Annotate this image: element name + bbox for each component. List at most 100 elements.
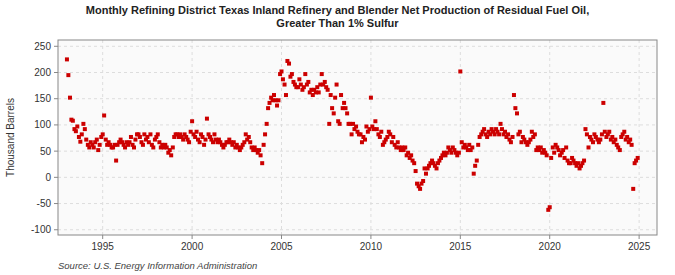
plot-background <box>58 40 657 235</box>
data-point <box>83 127 87 131</box>
data-point <box>403 145 407 149</box>
data-point <box>198 140 202 144</box>
data-point <box>148 132 152 136</box>
tick-y <box>54 46 58 47</box>
data-point <box>262 143 266 147</box>
chart-svg: Monthly Refining District Texas Inland R… <box>0 0 675 275</box>
data-point <box>409 153 413 157</box>
data-point <box>92 145 96 149</box>
tick-label-x: 2000 <box>181 241 204 252</box>
title-line: Monthly Refining District Texas Inland R… <box>86 4 589 16</box>
data-point <box>326 88 330 92</box>
tick-label-x: 2020 <box>539 241 562 252</box>
data-point <box>549 156 553 160</box>
data-point <box>248 140 252 144</box>
data-point <box>204 138 208 142</box>
grid-line-y <box>58 203 657 204</box>
data-point <box>545 153 549 157</box>
data-point <box>391 135 395 139</box>
data-point <box>329 93 333 97</box>
data-point <box>65 57 69 61</box>
grid-line-x <box>192 40 193 235</box>
data-point <box>497 132 501 136</box>
data-point <box>618 148 622 152</box>
grid-line-y <box>58 177 657 178</box>
data-point <box>263 132 267 136</box>
data-point <box>344 106 348 110</box>
data-point <box>81 122 85 126</box>
data-point <box>591 140 595 144</box>
data-point <box>80 132 84 136</box>
data-point <box>375 127 379 131</box>
tick-label-y: 200 <box>34 67 51 78</box>
data-point <box>132 145 136 149</box>
data-point <box>247 135 251 139</box>
tick-x <box>102 235 103 239</box>
chart-title: Monthly Refining District Texas Inland R… <box>86 4 589 29</box>
tick-y <box>54 124 58 125</box>
data-point <box>287 62 291 66</box>
data-point <box>354 124 358 128</box>
data-point <box>101 132 105 136</box>
data-point <box>190 119 194 123</box>
data-point <box>564 145 568 149</box>
data-point <box>412 161 416 165</box>
tick-y <box>54 203 58 204</box>
data-point <box>290 72 294 76</box>
tick-x <box>370 235 371 239</box>
grid-line-x <box>639 40 640 235</box>
data-point <box>628 138 632 142</box>
data-point <box>482 127 486 131</box>
data-point <box>421 179 425 183</box>
data-point <box>84 138 88 142</box>
data-point <box>533 132 537 136</box>
data-point <box>363 138 367 142</box>
data-point <box>583 127 587 131</box>
source-note: Source: U.S. Energy Information Administ… <box>58 260 257 271</box>
data-point <box>475 159 479 163</box>
data-point <box>306 80 310 84</box>
data-point <box>350 132 354 136</box>
data-point <box>345 111 349 115</box>
data-point <box>476 143 480 147</box>
tick-label-y: 100 <box>34 119 51 130</box>
tick-y <box>54 151 58 152</box>
data-point <box>601 101 605 105</box>
data-point <box>613 138 617 142</box>
tick-label-x: 2005 <box>270 241 293 252</box>
data-point <box>338 122 342 126</box>
data-point <box>630 143 634 147</box>
data-point <box>320 72 324 76</box>
data-point <box>317 90 321 94</box>
tick-x <box>192 235 193 239</box>
data-point <box>622 130 626 134</box>
data-point <box>631 187 635 191</box>
data-point <box>78 140 82 144</box>
data-point <box>511 135 515 139</box>
data-point <box>96 148 100 152</box>
data-point <box>71 119 75 123</box>
data-point <box>506 132 510 136</box>
title-line: Greater Than 1% Sulfur <box>276 17 399 29</box>
data-point <box>297 77 301 81</box>
tick-label-x: 2015 <box>449 241 472 252</box>
data-point <box>133 138 137 142</box>
data-point <box>156 132 160 136</box>
data-point <box>202 143 206 147</box>
data-point <box>332 111 336 115</box>
data-point <box>266 106 270 110</box>
grid-line-y <box>58 72 657 73</box>
data-point <box>68 96 72 100</box>
data-point <box>515 111 519 115</box>
data-point <box>458 69 462 73</box>
data-point <box>138 135 142 139</box>
data-point <box>259 153 263 157</box>
data-point <box>509 140 513 144</box>
tick-label-y: -100 <box>31 224 51 235</box>
data-point <box>272 93 276 97</box>
chart-container: Monthly Refining District Texas Inland R… <box>0 0 675 275</box>
grid-line-y <box>58 151 657 152</box>
data-point <box>499 122 503 126</box>
tick-y <box>54 72 58 73</box>
data-point <box>373 119 377 123</box>
